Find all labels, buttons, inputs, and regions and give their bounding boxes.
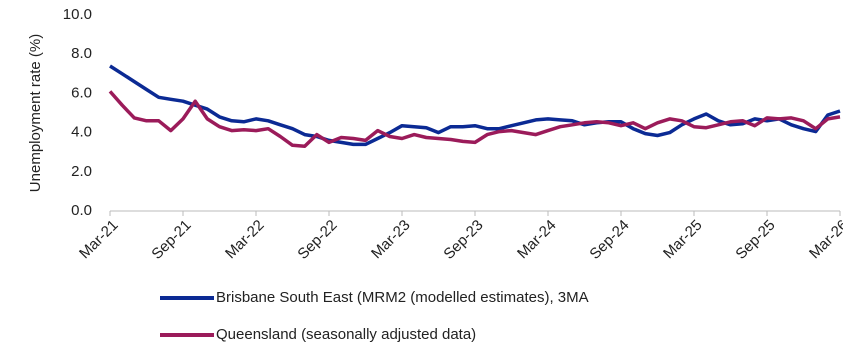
- x-tick-label: Sep-24: [586, 217, 632, 263]
- y-tick-label: 10.0: [63, 6, 92, 23]
- x-tick-label: Mar-21: [76, 217, 122, 263]
- series-line: [109, 64, 841, 147]
- y-tick-label: 8.0: [71, 45, 92, 62]
- legend-label: Brisbane South East (MRM2 (modelled esti…: [216, 289, 589, 306]
- y-tick-label: 6.0: [71, 84, 92, 101]
- y-axis-title: Unemployment rate (%): [27, 34, 44, 192]
- x-tick-label: Sep-23: [440, 217, 486, 263]
- x-tick-label: Sep-25: [732, 217, 778, 263]
- y-tick-label: 4.0: [71, 124, 92, 141]
- x-tick-label: Sep-22: [294, 217, 340, 263]
- x-tick-label: Mar-23: [368, 217, 414, 263]
- series-line: [108, 90, 841, 149]
- x-tick-label: Mar-24: [514, 217, 560, 263]
- x-tick-label: Mar-22: [222, 217, 268, 263]
- y-tick-label: 2.0: [71, 163, 92, 180]
- x-tick-label: Sep-21: [148, 217, 194, 263]
- x-tick-label: Mar-25: [660, 217, 706, 263]
- y-tick-label: 0.0: [71, 202, 92, 219]
- legend-label: Queensland (seasonally adjusted data): [216, 326, 476, 343]
- x-tick-label: Mar-26: [806, 217, 843, 263]
